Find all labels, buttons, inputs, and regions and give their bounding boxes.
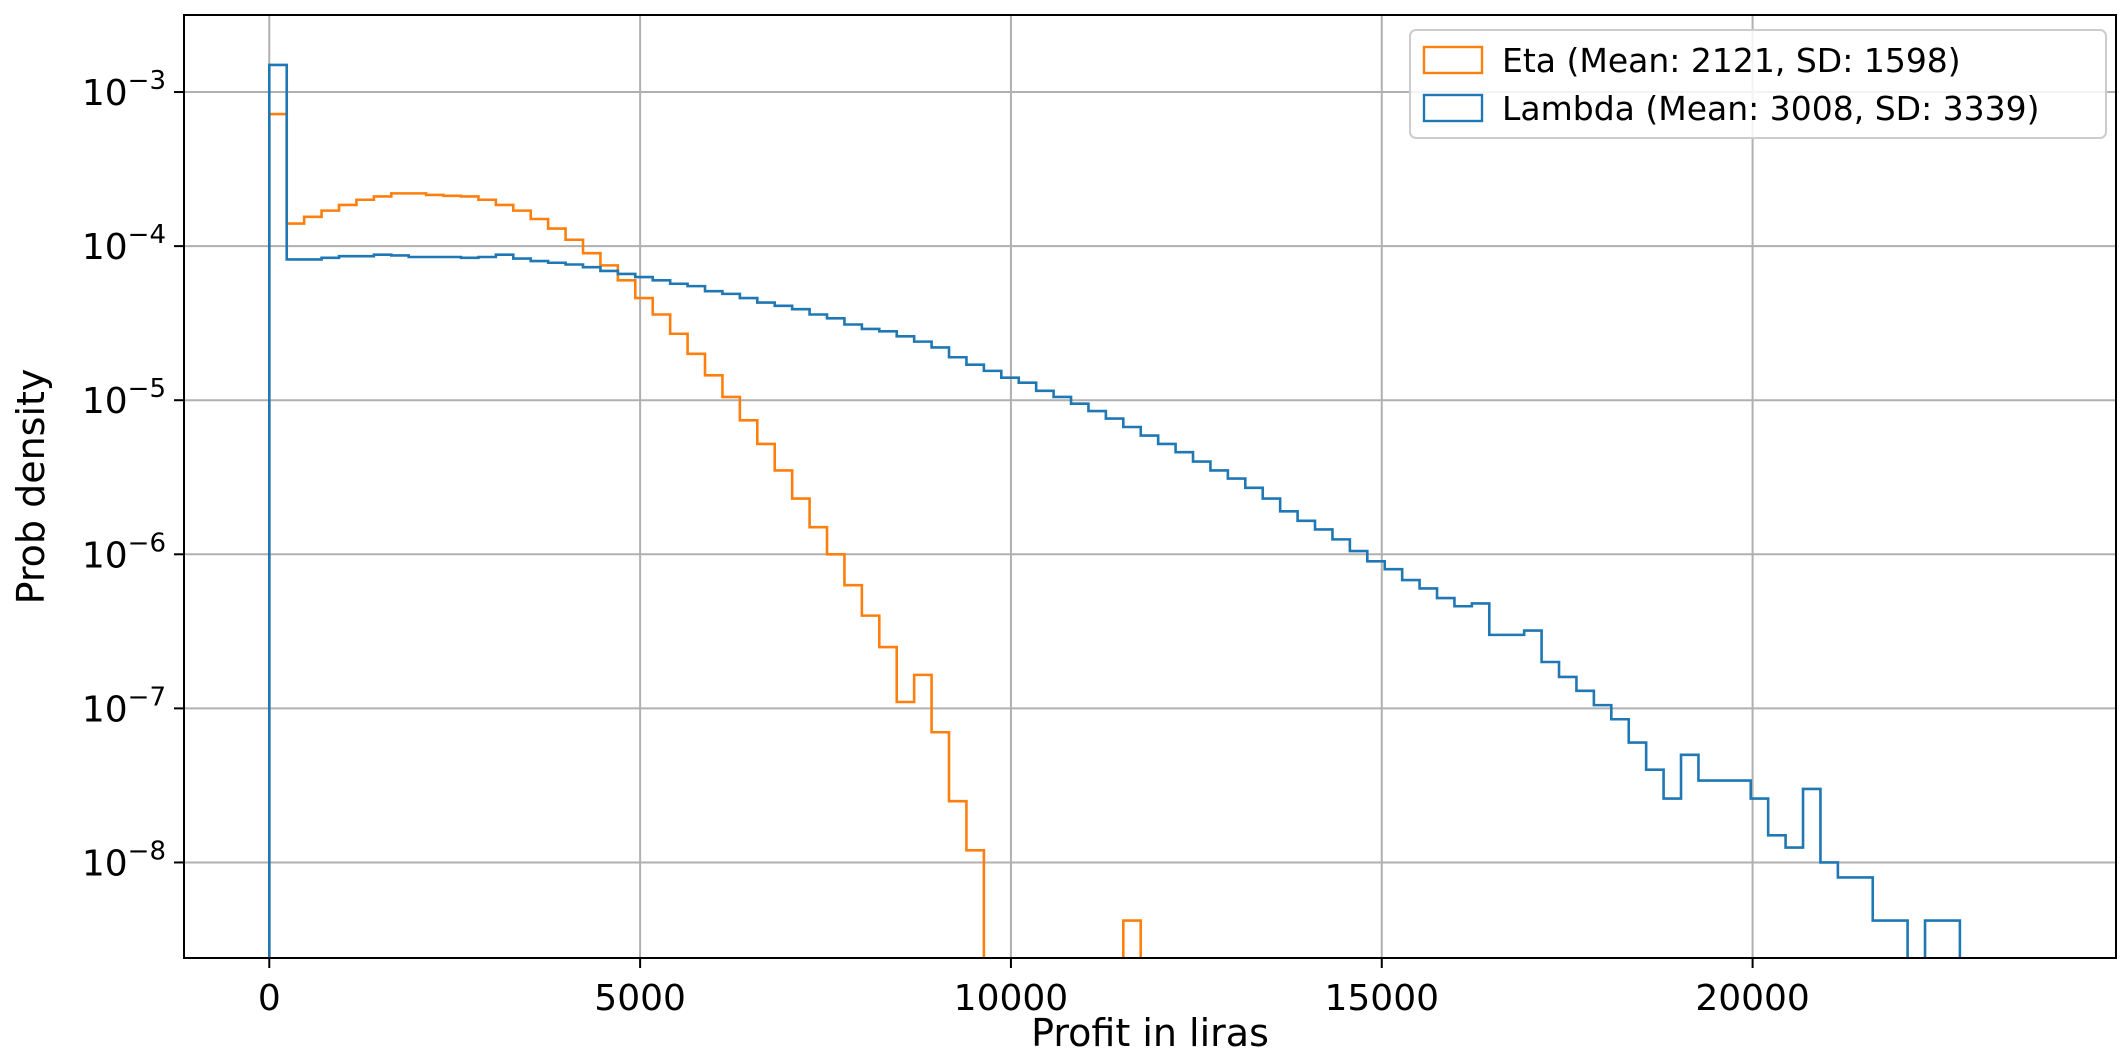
legend-entry: Lambda (Mean: 3008, SD: 3339): [1422, 89, 2040, 128]
y-tick-label: 10−8: [82, 836, 166, 884]
legend-label: Lambda (Mean: 3008, SD: 3339): [1502, 89, 2040, 128]
legend: Eta (Mean: 2121, SD: 1598) Lambda (Mean: …: [1409, 29, 2107, 139]
x-tick-label: 10000: [954, 978, 1069, 1019]
y-axis-ticks: 10−8 10−7 10−6 10−5 10−4 10−3: [82, 66, 184, 884]
legend-label: Eta (Mean: 2121, SD: 1598): [1502, 41, 1961, 80]
legend-swatch: [1422, 93, 1484, 123]
legend-box: [1409, 29, 2107, 139]
x-axis-ticks: 0 5000 10000 15000 20000: [258, 958, 1810, 1019]
y-tick-label: 10−5: [82, 374, 166, 422]
plot-area: [267, 63, 1962, 958]
y-tick-label: 10−3: [82, 66, 166, 114]
legend-entry: Eta (Mean: 2121, SD: 1598): [1422, 41, 1961, 80]
series-layer: [267, 63, 1962, 958]
histogram-series: [267, 63, 1962, 958]
x-tick-label: 20000: [1695, 978, 1810, 1019]
x-tick-label: 0: [258, 978, 281, 1019]
axes-frame: [183, 14, 2117, 959]
x-tick-label: 5000: [594, 978, 686, 1019]
grid-lines: [184, 15, 2116, 958]
legend-swatch: [1422, 45, 1484, 75]
y-tick-label: 10−7: [82, 682, 166, 730]
y-tick-label: 10−6: [82, 528, 166, 576]
x-tick-label: 15000: [1325, 978, 1440, 1019]
x-axis-label: Profit in liras: [1031, 1011, 1269, 1055]
histogram-series: [267, 112, 1143, 958]
y-axis-label: Prob density: [9, 369, 53, 605]
y-tick-label: 10−4: [82, 220, 166, 268]
